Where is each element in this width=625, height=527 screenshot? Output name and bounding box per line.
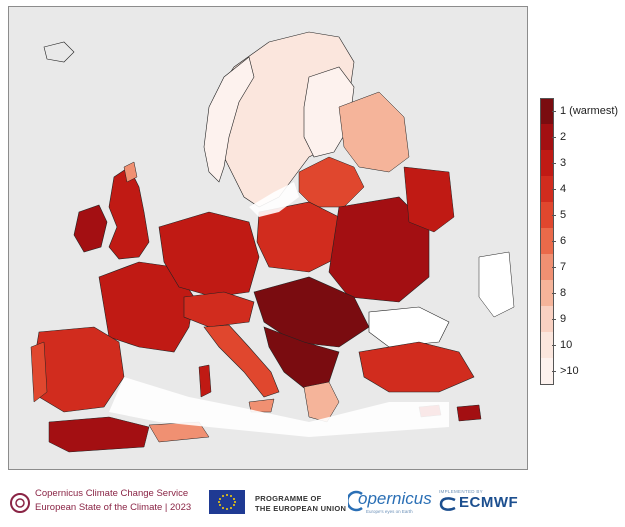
eu-programme-line2: THE EUROPEAN UNION [255,504,347,513]
region-baltics [298,156,365,208]
sea-baltic [249,182,299,217]
legend-tick [552,215,556,216]
legend-label: 7 [560,261,567,273]
region-greece [303,381,340,423]
legend-tick [552,137,556,138]
region-belarus-ukraine [328,196,430,303]
legend-tick [552,267,556,268]
c3s-report-name: European State of the Climate | 2023 [35,502,192,513]
ecmwf-logo-icon [439,497,456,511]
legend-label: 1 (warmest) [560,105,619,117]
region-great-britain [108,166,150,260]
region-black-sea [368,306,450,348]
region-italy [203,324,280,398]
region-levant [456,404,482,422]
region-turkey [358,341,475,393]
c3s-logo-icon [10,493,30,513]
eu-programme-line1: PROGRAMME OF [255,494,322,503]
region-north-africa-west [48,416,150,453]
ecmwf-implemented-by: IMPLEMENTED BY [439,489,483,494]
region-poland [256,201,340,273]
eu-flag-icon [209,490,245,514]
legend-tick [552,319,556,320]
region-benelux-germany [158,211,260,298]
region-norway-coast [203,56,255,183]
region-iceland [43,41,75,63]
region-hungary-romania [253,276,370,348]
legend-tick [552,189,556,190]
sea-mediterranean [109,377,449,437]
europe-map [9,7,527,469]
legend-tick [552,163,556,164]
region-west-russia-north [338,91,410,173]
legend-label: 10 [560,339,573,351]
legend-label: 8 [560,287,567,299]
copernicus-tagline: Europe's eyes on Earth [366,509,413,514]
legend-label: 6 [560,235,567,247]
legend-label: 9 [560,313,567,325]
legend-tick [552,111,556,112]
ecmwf-logo-text: ECMWF [459,494,519,511]
sea-caspian [478,251,515,318]
legend-tick [552,345,556,346]
legend-label: 5 [560,209,567,221]
region-sardinia [198,364,212,398]
region-ireland [73,204,108,253]
legend-tick [552,241,556,242]
map-panel [8,6,528,470]
region-sicily [248,398,275,413]
region-alps [183,291,255,328]
legend: 1 (warmest) 2 3 4 5 6 7 8 9 10 >10 [540,98,620,388]
region-shetland [123,161,138,183]
legend-label: 3 [560,157,567,169]
region-portugal [30,341,48,403]
c3s-service-name: Copernicus Climate Change Service [35,488,189,499]
legend-label: 4 [560,183,567,195]
region-russia-south [403,166,455,233]
region-finland [303,66,355,158]
footer: Copernicus Climate Change Service Europe… [0,478,625,527]
copernicus-logo-icon [348,490,363,512]
copernicus-logo-text: opernicus [358,489,432,508]
region-france [98,261,195,353]
legend-tick [552,293,556,294]
legend-label: >10 [560,365,579,377]
legend-label: 2 [560,131,567,143]
legend-tick [552,371,556,372]
